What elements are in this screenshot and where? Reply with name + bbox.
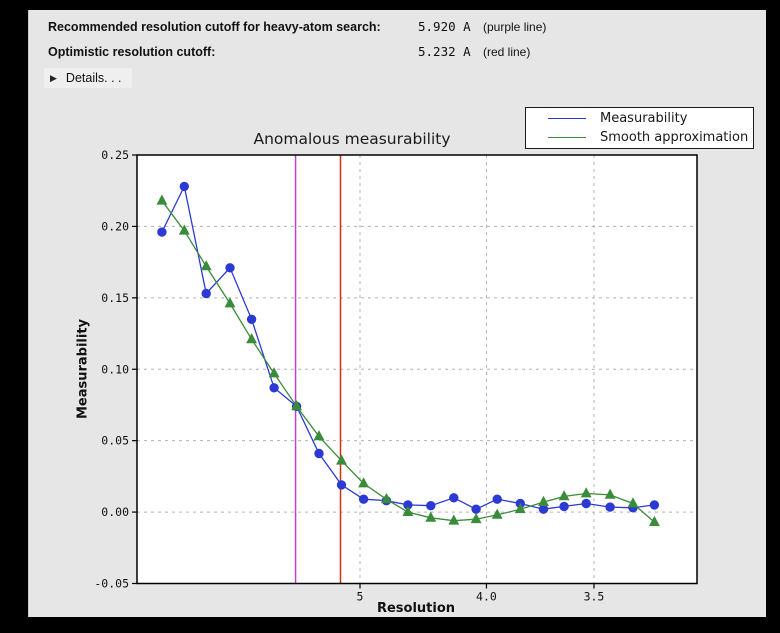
y-axis-label: Measurability — [75, 318, 91, 420]
smooth-point — [380, 492, 392, 504]
measurability-point — [471, 504, 481, 514]
measurability-point — [314, 448, 324, 459]
smooth-point — [156, 194, 168, 205]
x-axis-label: Resolution — [376, 601, 456, 616]
measurability-point — [649, 500, 660, 510]
smooth-point — [336, 454, 347, 465]
disclosure-triangle-icon: ▶ — [50, 73, 57, 83]
smooth-point — [246, 333, 258, 344]
smooth-point — [448, 514, 460, 525]
smooth-point — [268, 367, 280, 378]
smooth-point — [291, 400, 303, 411]
smooth-point — [648, 515, 660, 526]
smooth-point — [470, 512, 482, 524]
measurability-point — [246, 314, 257, 324]
smooth-point — [200, 260, 212, 271]
measurability-line-swatch — [548, 118, 586, 119]
smooth-line-swatch — [548, 137, 586, 138]
measurability-point — [605, 502, 615, 512]
measurability-point — [157, 227, 167, 237]
smooth-point — [538, 495, 549, 506]
y-tick-label: -0.05 — [94, 577, 129, 591]
measurability-point — [559, 501, 569, 512]
measurability-point — [449, 493, 459, 503]
smooth-point — [604, 488, 616, 499]
measurability-point — [269, 383, 279, 393]
recommended-cutoff-label: Recommended resolution cutoff for heavy-… — [48, 20, 381, 34]
smooth-point — [514, 502, 526, 514]
x-tick-label: 4.0 — [476, 590, 497, 604]
details-disclosure-button[interactable]: ▶ Details. . . — [44, 68, 132, 88]
measurability-point — [426, 501, 436, 511]
smooth-point — [580, 487, 592, 498]
measurability-point — [538, 504, 549, 514]
optimistic-cutoff-label: Optimistic resolution cutoff: — [48, 45, 216, 59]
y-tick-label: 0.05 — [101, 434, 129, 448]
details-label: Details. . . — [65, 71, 122, 85]
y-tick-label: 0.15 — [101, 291, 129, 305]
measurability-point — [581, 498, 591, 509]
y-tick-label: 0.00 — [101, 505, 129, 519]
smooth-point — [425, 511, 437, 522]
smooth-point — [558, 490, 570, 501]
smooth-point — [224, 297, 236, 308]
legend-label-smooth: Smooth approximation — [600, 130, 749, 145]
x-tick-label: 3.5 — [584, 590, 605, 604]
recommended-cutoff-note: (purple line) — [483, 20, 547, 34]
smooth-point — [313, 430, 325, 441]
chart-title: Anomalous measurability — [253, 130, 451, 148]
recommended-cutoff-value: 5.920 A — [418, 19, 471, 34]
measurability-point — [492, 494, 502, 504]
smooth-point — [627, 497, 639, 508]
y-tick-label: 0.25 — [101, 148, 129, 162]
measurability-point — [336, 480, 347, 490]
y-tick-label: 0.20 — [101, 219, 129, 233]
smooth-point — [491, 508, 503, 519]
legend-label-measurability: Measurability — [600, 111, 688, 126]
chart-legend: Measurability Smooth approximation — [525, 107, 754, 149]
smooth-point — [358, 477, 370, 488]
optimistic-cutoff-value: 5.232 A — [418, 44, 471, 59]
measurability-point — [358, 494, 369, 504]
legend-entry-smooth: Smooth approximation — [526, 128, 753, 147]
smooth-point — [402, 505, 414, 516]
y-tick-label: 0.10 — [101, 362, 129, 376]
optimistic-cutoff-note: (red line) — [483, 45, 531, 59]
legend-entry-measurability: Measurability — [526, 109, 753, 128]
x-tick-label: 5 — [357, 590, 364, 604]
measurability-point — [225, 263, 235, 273]
measurability-point — [179, 181, 190, 192]
smooth-point — [178, 224, 190, 235]
measurability-point — [201, 288, 211, 299]
